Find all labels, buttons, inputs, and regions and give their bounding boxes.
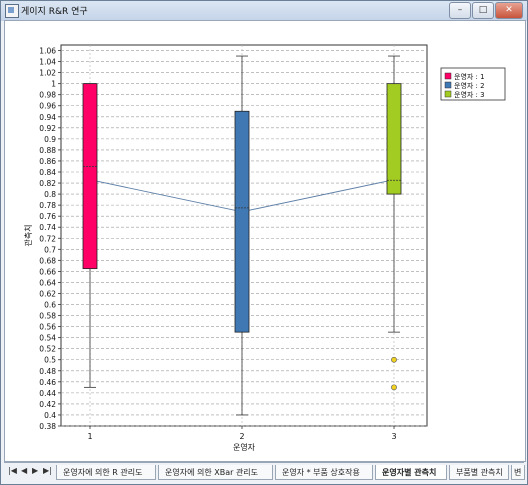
box-operator-3 (386, 83, 402, 195)
y-tick-label: 0.66 (39, 267, 56, 276)
tab-interaction[interactable]: 운영자 * 부품 상호작용 (275, 465, 373, 480)
legend-label: 운영자 : 3 (454, 90, 485, 99)
y-tick-label: 0.52 (39, 345, 56, 354)
x-tick-label: 2 (239, 432, 244, 441)
close-button[interactable]: ✕ (495, 2, 523, 19)
y-tick-label: 0.44 (39, 389, 56, 398)
y-tick-label: 0.58 (39, 312, 56, 321)
y-tick-label: 0.8 (44, 190, 56, 199)
y-tick-label: 0.62 (39, 289, 56, 298)
outlier-point (391, 356, 397, 363)
y-tick-label: 0.42 (39, 400, 56, 409)
window-title: 게이지 R&R 연구 (21, 7, 88, 17)
y-tick-label: 0.5 (44, 356, 56, 365)
y-axis-label: 관측치 (23, 224, 33, 246)
y-tick-label: 0.46 (39, 378, 56, 387)
legend-label: 운영자 : 2 (454, 81, 485, 90)
legend-swatch (444, 90, 452, 98)
x-axis-label: 운영자 (233, 442, 256, 452)
y-tick-label: 0.94 (39, 113, 56, 122)
y-tick-label: 0.7 (44, 245, 56, 254)
box-operator-2 (234, 110, 250, 333)
tab-operator-observations[interactable]: 운영자별 관측치 (375, 465, 447, 480)
y-tick-label: 0.76 (39, 212, 56, 221)
y-tick-label: 0.74 (39, 223, 56, 232)
y-tick-label: 0.78 (39, 201, 56, 210)
worksheet-tab-bar: |◀ ◀ ▶ ▶| 운영자에 의한 R 관리도 운영자에 의한 XBar 관리도… (4, 462, 525, 483)
prev-tab-icon[interactable]: ◀ (21, 466, 28, 475)
y-tick-label: 0.72 (39, 234, 56, 243)
next-tab-icon[interactable]: ▶ (32, 466, 39, 475)
y-tick-label: 0.4 (44, 411, 56, 420)
legend-swatch (444, 72, 452, 80)
legend-box (440, 67, 506, 101)
tab-part-observations[interactable]: 부품별 관측치 (449, 465, 509, 480)
y-tick-label: 0.84 (39, 168, 56, 177)
y-tick-label: 0.9 (44, 135, 56, 144)
y-tick-label: 0.68 (39, 256, 56, 265)
y-tick-label: 0.48 (39, 367, 56, 376)
last-tab-icon[interactable]: ▶| (43, 466, 52, 475)
y-tick-label: 0.92 (39, 124, 56, 133)
chart-area: 0.38 0.4 0.42 0.44 0.46 0.48 0.5 0.52 0.54 0.56 0.… (4, 20, 526, 462)
y-tick-label: 1 (51, 80, 56, 89)
y-tick-label: 0.98 (39, 91, 56, 100)
y-tick-label: 0.38 (39, 422, 56, 431)
y-tick-label: 0.64 (39, 278, 56, 287)
y-tick-label: 0.96 (39, 102, 56, 111)
legend-swatch (444, 81, 452, 89)
tab-r-chart[interactable]: 운영자에 의한 R 관리도 (56, 465, 156, 480)
y-tick-label: 0.54 (39, 334, 56, 343)
box-operator-1 (82, 83, 98, 270)
title-bar: 게이지 R&R 연구 – □ ✕ (1, 1, 527, 21)
y-tick-label: 1.02 (39, 69, 56, 78)
y-tick-label: 0.88 (39, 146, 56, 155)
tab-more[interactable]: 변 (511, 465, 525, 480)
first-tab-icon[interactable]: |◀ (8, 466, 17, 475)
y-tick-label: 0.82 (39, 179, 56, 188)
y-tick-label: 0.6 (44, 301, 56, 310)
minimize-button[interactable]: – (449, 2, 471, 19)
x-tick-label: 1 (87, 432, 92, 441)
tab-xbar-chart[interactable]: 운영자에 의한 XBar 관리도 (158, 465, 273, 480)
y-tick-label: 0.56 (39, 323, 56, 332)
y-tick-label: 1.04 (39, 58, 56, 67)
x-tick-label: 3 (391, 432, 396, 441)
y-tick-label: 1.06 (39, 47, 56, 56)
app-icon (5, 4, 19, 18)
y-tick-label: 0.86 (39, 157, 56, 166)
legend-label: 운영자 : 1 (454, 72, 485, 81)
boxplot-chart: 0.38 0.4 0.42 0.44 0.46 0.48 0.5 0.52 0.54 0.56 0.… (23, 44, 506, 452)
maximize-button[interactable]: □ (472, 2, 494, 19)
outlier-point (391, 384, 397, 391)
